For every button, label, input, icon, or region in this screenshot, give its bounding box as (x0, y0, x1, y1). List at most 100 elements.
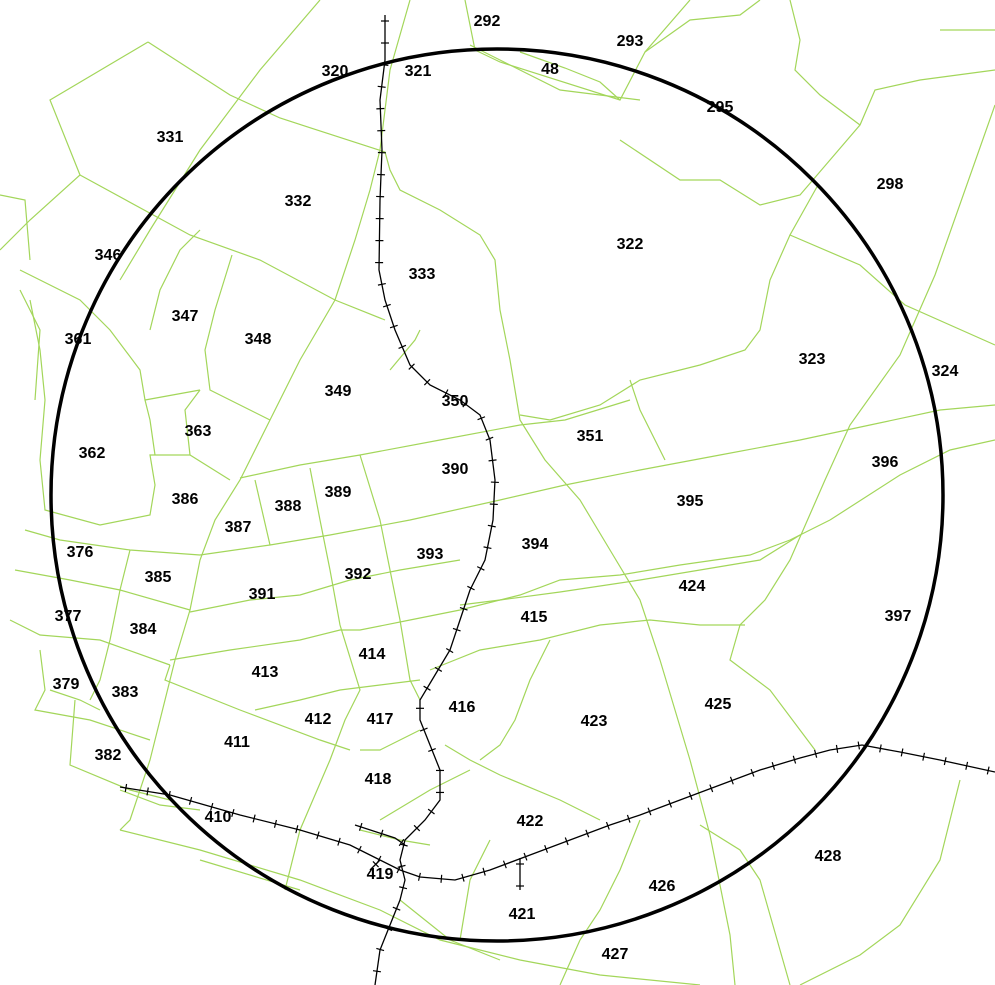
rail-tick (167, 790, 171, 799)
rail-tick (399, 886, 408, 890)
tract-label: 419 (367, 866, 394, 883)
tract-label: 426 (649, 878, 676, 895)
rail-tick (771, 761, 776, 770)
tract-label: 350 (442, 393, 469, 410)
rail-tick (523, 852, 528, 861)
rail-tick (443, 389, 449, 397)
rail-tick (485, 436, 494, 441)
tract-label: 427 (602, 946, 629, 963)
tract-label: 395 (677, 493, 704, 510)
rail-tick (358, 822, 363, 831)
rail-tick (377, 282, 386, 286)
rail-tick (357, 845, 362, 854)
rail-tick (417, 872, 421, 881)
rail-tick (408, 363, 415, 370)
rail-tick (295, 825, 299, 834)
rail-tick (124, 783, 128, 792)
tract-label: 331 (157, 129, 184, 146)
rail-tick (389, 324, 398, 329)
rail-tick (879, 744, 882, 753)
tract-label: 298 (877, 176, 904, 193)
rail-tick (750, 768, 755, 777)
tract-label: 392 (345, 566, 372, 583)
rail-tick (564, 837, 569, 846)
rail-tick (729, 776, 734, 785)
rail-tick (376, 855, 382, 864)
rail-tick (445, 647, 454, 654)
rail-tick (502, 860, 507, 869)
rail-ticks (124, 20, 990, 973)
rail-tick (316, 831, 320, 840)
tract-label: 347 (172, 308, 199, 325)
tract-label: 388 (275, 498, 302, 515)
tract-label: 349 (325, 383, 352, 400)
rail-tick (835, 744, 839, 753)
tract-label: 351 (577, 428, 604, 445)
tract-label: 48 (541, 61, 559, 78)
rail-tick (452, 627, 461, 632)
tract-label: 425 (705, 696, 732, 713)
tract-label: 292 (474, 13, 501, 30)
rail-tick (792, 755, 797, 764)
tract-label: 397 (885, 608, 912, 625)
rail-tick (487, 524, 496, 528)
buffer-ring (49, 47, 945, 943)
rail-tick (477, 416, 486, 421)
tract-label: 333 (409, 266, 436, 283)
tract-label: 428 (815, 848, 842, 865)
tract-label: 324 (932, 363, 959, 380)
rail-tick (399, 843, 408, 847)
rail-lines (119, 15, 995, 985)
tract-label: 413 (252, 664, 279, 681)
tract-label: 321 (405, 63, 432, 80)
tract-label: 415 (521, 609, 548, 626)
rail-tick (397, 864, 406, 868)
tract-label: 417 (367, 711, 394, 728)
tract-label: 423 (581, 713, 608, 730)
tract-label: 379 (53, 676, 80, 693)
tract-label: 410 (205, 809, 232, 826)
tract-label: 393 (417, 546, 444, 563)
rail-tick (427, 808, 435, 815)
rail-tick (380, 63, 389, 67)
rail-tick (482, 867, 486, 876)
tract-label: 362 (79, 445, 106, 462)
tract-label: 394 (522, 536, 549, 553)
rail-tick (210, 802, 214, 811)
tract-label: 382 (95, 747, 122, 764)
rail-tick (372, 970, 382, 973)
rail-tick (605, 821, 610, 830)
rail-tick (647, 807, 652, 816)
rail-tick (814, 749, 818, 758)
tract-label: 411 (224, 734, 250, 751)
rail-tick (544, 845, 549, 853)
rail-tick (377, 85, 386, 88)
tract-label: 384 (130, 621, 157, 638)
rail-tick (231, 808, 235, 817)
rail-tick (413, 824, 421, 832)
rail-tick (986, 766, 990, 775)
rail-tick (382, 303, 391, 308)
rail-tick (434, 666, 443, 672)
tract-label: 322 (617, 236, 644, 253)
rail-tick (146, 787, 149, 796)
rail-tick (965, 761, 969, 770)
rail-tick (900, 748, 904, 757)
tract-label: 385 (145, 569, 172, 586)
rail-tick (688, 792, 693, 800)
rail-tick (467, 585, 475, 591)
tract-label: 320 (322, 63, 349, 80)
rail-tick (709, 784, 714, 793)
rail-tick (483, 546, 492, 550)
rail-tick (668, 799, 673, 808)
tract-label: 348 (245, 331, 272, 348)
tract-label: 293 (617, 33, 644, 50)
rail-tick (423, 378, 431, 386)
tract-label: 391 (249, 586, 276, 603)
tract-label: 332 (285, 193, 312, 210)
rail-tick (398, 344, 407, 350)
rail-tick (337, 837, 341, 846)
rail-tick (943, 757, 947, 766)
rail-tick (252, 814, 256, 823)
